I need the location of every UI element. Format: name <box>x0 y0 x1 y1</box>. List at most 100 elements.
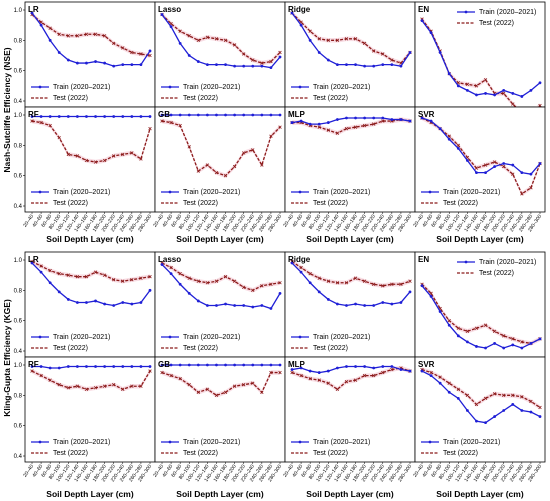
train-point <box>103 302 107 306</box>
test-point <box>381 284 385 288</box>
train-point <box>139 301 143 304</box>
panel-frame <box>24 356 156 463</box>
legend: Train (2020–2021) Test (2022) <box>457 9 536 27</box>
train-line <box>291 365 411 374</box>
test-point <box>251 58 255 62</box>
train-point <box>493 93 497 97</box>
test-point <box>299 373 303 378</box>
train-point <box>75 61 79 65</box>
panel-title: GB <box>158 110 170 119</box>
test-point <box>381 52 385 56</box>
test-point <box>344 126 349 131</box>
train-point <box>538 415 542 418</box>
train-point <box>438 310 442 313</box>
panel-title: GB <box>158 360 170 369</box>
train-point <box>215 304 218 307</box>
test-point <box>299 265 303 270</box>
panel-rf: 0.40.60.81.020–4040–6060–8080–100100–120… <box>14 356 156 483</box>
test-point <box>260 284 264 288</box>
y-tick-label: 0.6 <box>14 69 23 75</box>
test-band <box>422 367 540 410</box>
legend-train-marker <box>298 440 302 444</box>
train-point <box>75 365 79 368</box>
test-line <box>421 283 541 345</box>
train-point <box>372 64 376 68</box>
train-point <box>447 72 451 76</box>
y-tick-label: 0.4 <box>14 454 23 460</box>
test-line <box>31 260 151 282</box>
train-point <box>121 365 125 368</box>
train-point <box>260 304 264 307</box>
x-axis-label: Soil Depth Layer (cm) <box>306 489 394 499</box>
test-point <box>39 373 43 378</box>
train-point <box>345 63 348 66</box>
train-point <box>345 365 348 368</box>
test-point <box>139 52 143 56</box>
test-point <box>474 402 479 407</box>
train-point <box>308 38 312 42</box>
test-point <box>465 82 470 86</box>
panel-title: SVR <box>418 110 435 119</box>
test-band <box>162 370 280 398</box>
train-point <box>75 301 79 304</box>
train-point <box>215 113 218 117</box>
train-point <box>465 88 469 92</box>
train-point <box>438 381 442 385</box>
test-point <box>372 49 376 53</box>
train-point <box>224 113 227 117</box>
train-point <box>85 61 88 65</box>
test-point <box>520 395 524 399</box>
legend-train-marker <box>428 440 432 444</box>
train-point <box>363 116 367 120</box>
train-point <box>205 363 209 367</box>
train-point <box>94 60 97 63</box>
train-line <box>421 20 541 98</box>
train-point <box>465 340 469 344</box>
train-point <box>484 346 487 350</box>
legend-test-label: Test (2022) <box>443 200 478 207</box>
y-tick-label: 0.6 <box>14 174 23 180</box>
test-series <box>160 119 282 178</box>
test-point <box>260 61 264 65</box>
train-point <box>484 421 487 425</box>
train-point <box>408 51 412 54</box>
test-series <box>290 11 412 65</box>
test-point <box>223 38 228 43</box>
test-point <box>474 326 479 330</box>
y-tick-label: 0.8 <box>14 288 23 294</box>
train-point <box>215 363 218 367</box>
test-point <box>529 399 533 404</box>
panel-title: SVR <box>418 360 435 369</box>
y-tick-label: 1.0 <box>14 113 23 119</box>
train-series <box>420 116 542 176</box>
train-point <box>30 115 34 118</box>
train-point <box>363 64 367 68</box>
panel-lr: 0.4 0.6 0.8 1.0 LR Train (2020–2021) Test (202… <box>14 251 156 358</box>
test-point <box>57 271 61 276</box>
train-point <box>308 122 312 126</box>
legend: Train (2020–2021) Test (2022) <box>161 334 240 352</box>
panel-svr: 20–4040–6060–8080–100100–120120–140140–1… <box>412 106 546 233</box>
train-point <box>85 301 88 304</box>
test-point <box>456 143 460 148</box>
test-point <box>290 370 294 375</box>
train-point <box>299 23 303 27</box>
legend: Train (2020–2021) Test (2022) <box>291 439 370 457</box>
train-point <box>354 63 357 66</box>
test-point <box>372 282 376 286</box>
test-line <box>161 120 281 177</box>
train-point <box>39 115 43 118</box>
train-point <box>408 290 412 294</box>
test-point <box>483 396 488 401</box>
test-point <box>57 136 61 140</box>
train-line <box>291 12 411 67</box>
train-point <box>178 282 182 286</box>
train-point <box>48 281 52 285</box>
train-line <box>421 117 541 175</box>
y-tick-label: 0.4 <box>14 99 23 105</box>
train-point <box>57 51 61 54</box>
train-series <box>160 263 282 310</box>
y-axis-label: Kling-Gupta Efficiency (KGE) <box>2 299 12 417</box>
test-point <box>308 29 312 33</box>
